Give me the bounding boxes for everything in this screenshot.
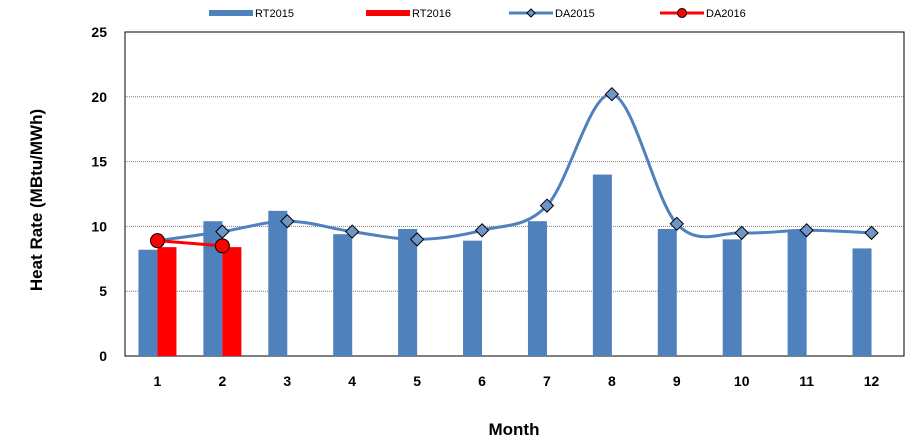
y-tick-label: 5: [99, 283, 107, 299]
marker-da2016: [149, 233, 165, 249]
marker-da2015: [409, 232, 425, 247]
bar-rt2015: [722, 239, 742, 356]
bar-rt2015: [527, 221, 547, 356]
legend-swatch-rt2015: [209, 10, 253, 16]
marker-da2015: [604, 87, 620, 102]
x-tick-label: 2: [218, 373, 226, 389]
line-da2016: [157, 239, 223, 248]
legend-marker-da2015: [526, 8, 536, 18]
y-tick-label: 25: [91, 24, 107, 40]
bar-rt2015: [138, 249, 158, 356]
x-tick-label: 9: [673, 373, 681, 389]
bar-rt2015: [333, 234, 353, 356]
y-tick-label: 20: [91, 89, 107, 105]
x-tick-label: 5: [413, 373, 421, 389]
marker-da2015: [280, 214, 295, 229]
gridlines: [125, 31, 904, 292]
x-tick-label: 11: [799, 373, 814, 389]
marker-da2015: [215, 224, 230, 239]
y-tick-labels: 0 5 10 15 20 25: [91, 24, 107, 364]
marker-da2015: [345, 224, 360, 239]
x-tick-label: 7: [543, 373, 551, 389]
bar-rt2015: [268, 210, 288, 356]
x-tick-label: 12: [864, 373, 880, 389]
bar-rt2016: [157, 247, 177, 356]
legend-label-da2015: DA2015: [555, 8, 595, 20]
x-tick-label: 3: [283, 373, 291, 389]
plot-area: [124, 31, 905, 357]
x-tick-labels: 1 2 3 4 5 6 7 8 9 10 11 12: [154, 373, 880, 389]
x-tick-label: 4: [348, 373, 356, 389]
line-da2015: [157, 92, 872, 243]
bar-rt2015: [787, 231, 807, 356]
bar-rt2016: [222, 247, 242, 356]
bar-rt2015: [203, 221, 223, 356]
x-tick-label: 10: [734, 373, 750, 389]
legend-swatch-rt2016: [366, 10, 410, 16]
x-tick-label: 8: [608, 373, 616, 389]
plot-border: [124, 31, 905, 357]
legend-label-rt2016: RT2016: [412, 8, 451, 20]
y-axis-title: Heat Rate (MBtu/MWh): [27, 109, 46, 291]
bars: [138, 174, 872, 356]
y-tick-label: 15: [91, 154, 107, 170]
bar-rt2015: [398, 228, 418, 356]
x-tick-label: 6: [478, 373, 486, 389]
x-axis-title: Month: [489, 420, 540, 439]
marker-da2015: [669, 216, 684, 232]
lines: [149, 87, 879, 254]
bar-rt2015: [852, 248, 872, 356]
marker-da2015: [734, 225, 749, 241]
x-tick-label: 1: [154, 373, 162, 389]
marker-da2015: [539, 198, 555, 213]
marker-da2015: [799, 223, 814, 238]
marker-da2016: [214, 238, 230, 254]
bar-rt2015: [657, 228, 677, 356]
bar-rt2015: [463, 240, 483, 356]
y-tick-label: 0: [99, 348, 107, 364]
marker-da2015: [864, 225, 879, 241]
bar-rt2015: [592, 174, 612, 356]
legend-label-rt2015: RT2015: [255, 8, 294, 20]
legend-marker-da2016: [677, 8, 687, 18]
marker-da2015: [474, 223, 490, 238]
legend-label-da2016: DA2016: [706, 8, 746, 20]
legend: RT2015 RT2016 DA2015 DA2016: [209, 8, 746, 20]
y-tick-label: 10: [91, 218, 107, 234]
